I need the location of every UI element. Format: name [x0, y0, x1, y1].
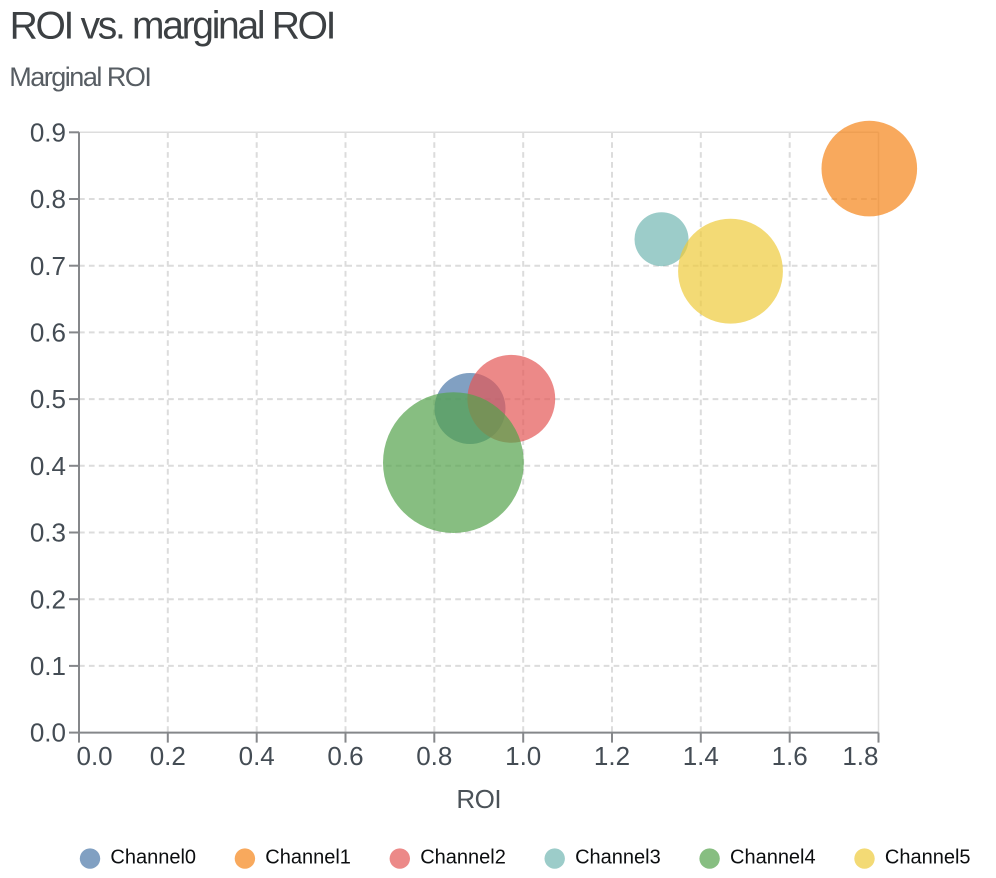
- svg-text:Channel2: Channel2: [420, 846, 506, 868]
- svg-text:Channel4: Channel4: [730, 846, 816, 868]
- svg-text:1.0: 1.0: [505, 741, 541, 771]
- svg-text:0.0: 0.0: [77, 741, 113, 771]
- svg-text:Channel5: Channel5: [885, 846, 971, 868]
- svg-text:Marginal ROI: Marginal ROI: [9, 62, 150, 92]
- svg-text:0.5: 0.5: [30, 384, 66, 414]
- svg-text:1.8: 1.8: [842, 741, 878, 771]
- svg-text:1.4: 1.4: [683, 741, 719, 771]
- svg-text:0.6: 0.6: [327, 741, 363, 771]
- svg-text:0.9: 0.9: [30, 117, 66, 147]
- svg-text:0.4: 0.4: [239, 741, 275, 771]
- svg-text:0.0: 0.0: [30, 718, 66, 748]
- svg-text:0.4: 0.4: [30, 451, 66, 481]
- svg-text:Channel1: Channel1: [265, 846, 351, 868]
- svg-text:ROI vs. marginal ROI: ROI vs. marginal ROI: [10, 5, 335, 48]
- svg-text:1.6: 1.6: [772, 741, 808, 771]
- svg-text:1.2: 1.2: [594, 741, 630, 771]
- svg-text:0.3: 0.3: [30, 518, 66, 548]
- svg-text:0.1: 0.1: [30, 651, 66, 681]
- svg-text:0.8: 0.8: [30, 184, 66, 214]
- svg-text:Channel0: Channel0: [110, 846, 196, 868]
- svg-text:0.7: 0.7: [30, 251, 66, 281]
- svg-text:Channel3: Channel3: [575, 846, 661, 868]
- svg-text:0.8: 0.8: [416, 741, 452, 771]
- svg-text:0.6: 0.6: [30, 318, 66, 348]
- svg-text:ROI: ROI: [456, 784, 501, 814]
- svg-text:0.2: 0.2: [30, 584, 66, 614]
- svg-text:0.2: 0.2: [150, 741, 186, 771]
